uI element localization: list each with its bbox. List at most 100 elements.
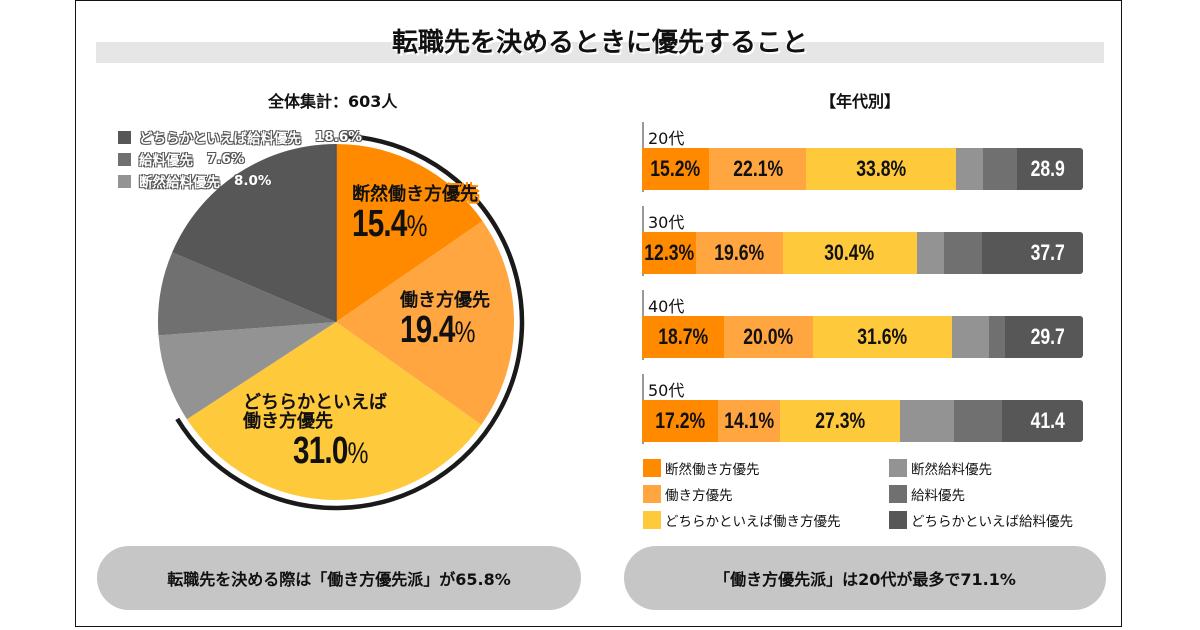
legend-label: 働き方優先 bbox=[665, 488, 733, 504]
bar-segment-lean-work: 30.4% bbox=[782, 232, 917, 274]
stacked-bar: 15.2% 22.1% 33.8% 28.9 bbox=[642, 148, 1083, 190]
legend-value: 7.6% bbox=[207, 151, 245, 167]
age-label: 30代 bbox=[648, 213, 685, 232]
bar-segment-strong-salary bbox=[916, 232, 944, 274]
bar-segment-lean-work: 31.6% bbox=[812, 316, 952, 358]
legend-item-salary: 給料優先 bbox=[889, 484, 965, 504]
salary-total-label: 41.4 bbox=[1030, 408, 1065, 433]
segment-value-label: 22.1% bbox=[732, 156, 783, 181]
pie-label-lean-work: どちらかといえば 働き方優先 31.0% bbox=[243, 392, 389, 472]
pie-slice-lean-salary bbox=[172, 144, 336, 322]
pie-legend-item-strong-salary: 断然給料優先 8.0% bbox=[118, 170, 362, 192]
age-group-row: 40代 18.7% 20.0% 31.6% 29.7 bbox=[642, 290, 1083, 360]
slice-category: 断然働き方優先 bbox=[352, 184, 478, 205]
bar-title: 【年代別】 bbox=[820, 92, 901, 111]
bar-segment-strong-work: 15.2% bbox=[642, 148, 710, 190]
segment-value-label: 31.6% bbox=[857, 324, 908, 349]
work-priority-arc bbox=[175, 133, 525, 511]
legend-item-work: 働き方優先 bbox=[643, 484, 733, 504]
slice-category-line1: どちらかといえば bbox=[243, 392, 387, 413]
bar-segment-strong-salary bbox=[900, 400, 955, 442]
slice-value: 15.4 bbox=[352, 202, 407, 245]
pie-label-strong-work: 断然働き方優先 15.4% bbox=[352, 184, 478, 245]
segment-value-label: 19.6% bbox=[714, 240, 765, 265]
bar-segment-lean-salary bbox=[1004, 316, 1083, 358]
salary-total-label: 37.7 bbox=[1030, 240, 1065, 265]
bar-segment-lean-work: 33.8% bbox=[806, 148, 956, 190]
bar-segment-strong-salary bbox=[955, 148, 984, 190]
slice-unit: % bbox=[347, 436, 369, 470]
legend-item-lean-work: どちらかといえば働き方優先 bbox=[643, 510, 841, 530]
legend-swatch bbox=[643, 459, 661, 477]
stacked-bar: 12.3% 19.6% 30.4% 37.7 bbox=[642, 232, 1083, 274]
bar-segment-salary bbox=[954, 400, 1003, 442]
pie-label-work: 働き方優先 19.4% bbox=[400, 290, 496, 351]
bar-segment-lean-salary bbox=[1017, 148, 1083, 190]
age-group-row: 20代 15.2% 22.1% 33.8% 28.9 bbox=[642, 122, 1083, 192]
pie-legend: どちらかといえば給料優先 18.6% 給料優先 7.6% 断然給料優先 8.0% bbox=[118, 126, 362, 192]
segment-value-label: 15.2% bbox=[650, 156, 701, 181]
salary-total-label: 28.9 bbox=[1030, 156, 1065, 181]
pie-slice-work bbox=[336, 221, 514, 425]
legend-swatch bbox=[118, 130, 131, 144]
legend-label: 給料優先 bbox=[911, 488, 965, 504]
legend-swatch bbox=[643, 511, 661, 529]
segment-value-label: 12.3% bbox=[644, 240, 695, 265]
pie-slice-strong-work bbox=[336, 144, 483, 322]
bar-segment-salary bbox=[989, 316, 1005, 358]
title-band bbox=[96, 42, 1104, 63]
legend-label: 断然給料優先 bbox=[139, 175, 220, 191]
legend-label: どちらかといえば給料優先 bbox=[911, 514, 1073, 530]
pie-slice-strong-salary bbox=[158, 322, 336, 420]
slice-category-line2: 働き方優先 bbox=[243, 410, 333, 432]
bar-segment-work: 19.6% bbox=[696, 232, 783, 274]
pie-legend-item-salary: 給料優先 7.6% bbox=[118, 148, 362, 170]
chart-frame bbox=[75, 0, 1122, 627]
segment-value-label: 20.0% bbox=[743, 324, 794, 349]
page-title: 転職先を決めるときに優先すること bbox=[391, 28, 808, 58]
legend-swatch bbox=[889, 485, 907, 503]
segment-value-label: 14.1% bbox=[723, 408, 774, 433]
legend-value: 8.0% bbox=[234, 173, 272, 189]
segment-value-label: 27.3% bbox=[815, 408, 866, 433]
age-label: 40代 bbox=[648, 297, 685, 316]
legend-label: 給料優先 bbox=[139, 153, 193, 169]
legend-swatch bbox=[889, 459, 907, 477]
age-group-row: 30代 12.3% 19.6% 30.4% 37.7 bbox=[642, 206, 1083, 276]
legend-value: 18.6% bbox=[315, 129, 362, 145]
bar-segment-work: 14.1% bbox=[717, 400, 781, 442]
bar-segment-lean-work: 27.3% bbox=[780, 400, 901, 442]
pie-legend-item-lean-salary: どちらかといえば給料優先 18.6% bbox=[118, 126, 362, 148]
legend-swatch bbox=[118, 152, 131, 166]
slice-category: 働き方優先 bbox=[400, 290, 490, 311]
legend-swatch bbox=[118, 174, 131, 188]
salary-total-label: 29.7 bbox=[1030, 324, 1065, 349]
segment-value-label: 17.2% bbox=[654, 408, 705, 433]
bar-segment-lean-salary bbox=[1002, 400, 1083, 442]
bar-segment-strong-work: 18.7% bbox=[642, 316, 725, 358]
legend-label: どちらかといえば給料優先 bbox=[139, 131, 301, 147]
bar-segment-strong-salary bbox=[951, 316, 990, 358]
legend-swatch bbox=[643, 485, 661, 503]
pie-slice-lean-work bbox=[186, 322, 482, 500]
summary-right: 「働き方優先派」は20代が最多で71.1% bbox=[624, 546, 1106, 610]
bar-segment-salary bbox=[983, 148, 1018, 190]
slice-unit: % bbox=[454, 315, 476, 349]
bar-segment-work: 22.1% bbox=[709, 148, 807, 190]
stacked-bar: 18.7% 20.0% 31.6% 29.7 bbox=[642, 316, 1083, 358]
segment-value-label: 18.7% bbox=[658, 324, 709, 349]
summary-left: 転職先を決める際は「働き方優先派」が65.8% bbox=[97, 546, 581, 610]
stacked-bar: 17.2% 14.1% 27.3% 41.4 bbox=[642, 400, 1083, 442]
slice-value: 31.0 bbox=[293, 429, 348, 472]
age-label: 50代 bbox=[648, 381, 685, 400]
slice-percent: 19.4% bbox=[400, 310, 476, 351]
age-label: 20代 bbox=[648, 129, 685, 148]
legend-label: 断然働き方優先 bbox=[665, 462, 760, 478]
slice-percent: 31.0% bbox=[293, 429, 369, 472]
pie-slice-salary bbox=[158, 252, 336, 336]
legend-label: 断然給料優先 bbox=[911, 462, 992, 478]
slice-percent: 15.4% bbox=[352, 202, 427, 245]
segment-value-label: 33.8% bbox=[856, 156, 906, 181]
bar-segment-strong-work: 17.2% bbox=[642, 400, 718, 442]
